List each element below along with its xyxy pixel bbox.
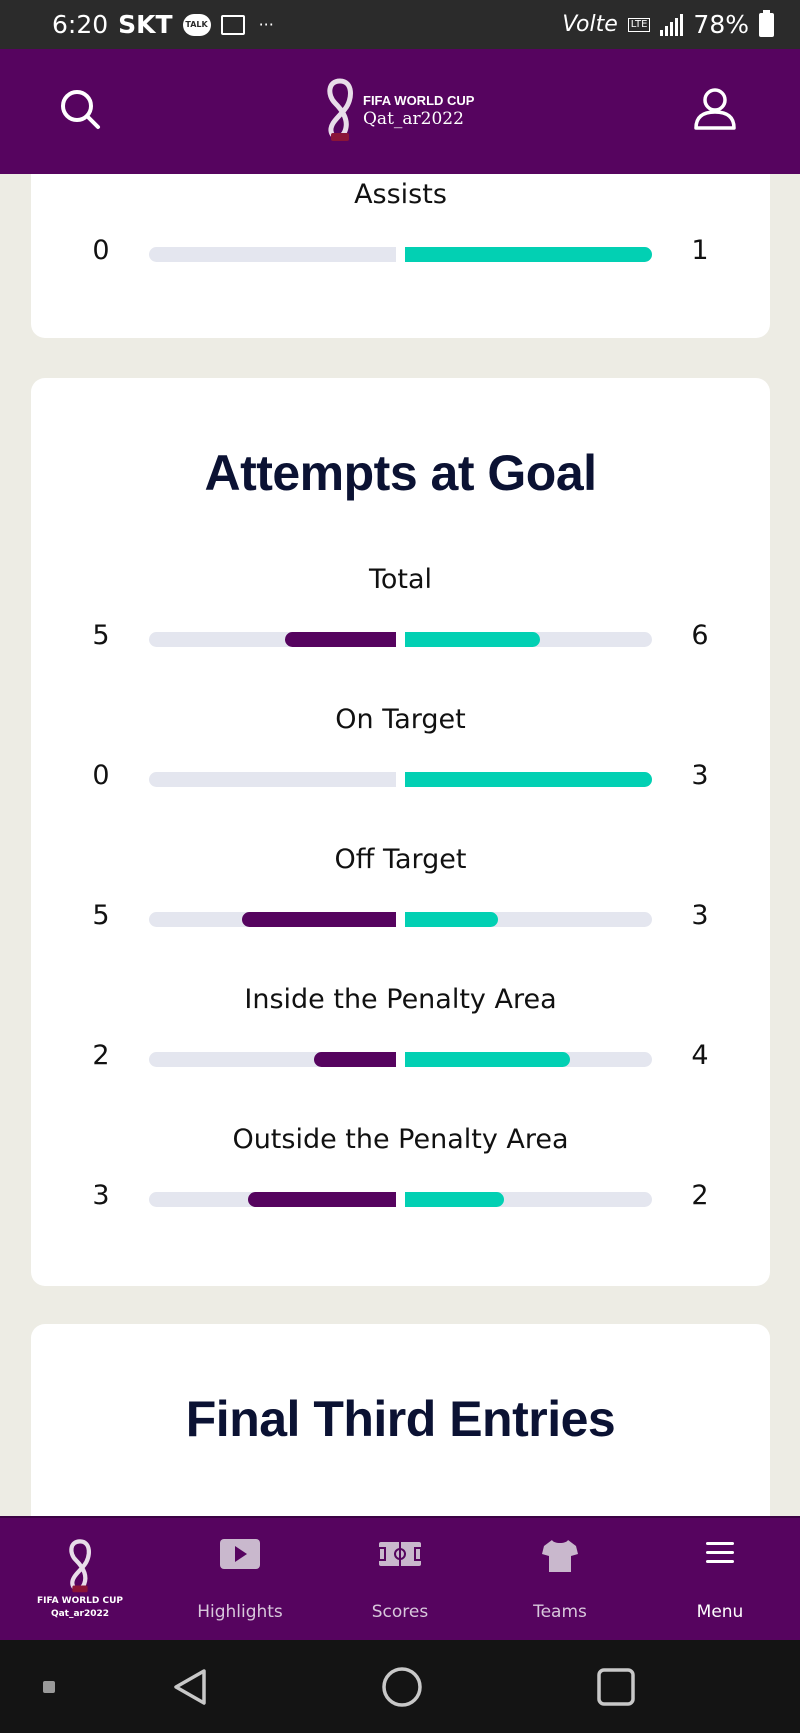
nav-label: Scores: [371, 1602, 429, 1622]
final-third-entries-card: Final Third Entries: [31, 1324, 770, 1516]
nav-scores[interactable]: Scores: [320, 1518, 480, 1640]
stat-home-value: 0: [92, 760, 110, 791]
play-icon: [220, 1539, 260, 1569]
stat-home-track: [149, 772, 396, 787]
stat-label: Assists: [354, 179, 447, 210]
stat-away-bar: [405, 247, 652, 262]
fifa-world-cup-logo[interactable]: FIFA WORLD CUP Qat_ar2022: [323, 77, 474, 143]
stat-label: Outside the Penalty Area: [232, 1124, 569, 1155]
stat-home-bar: [285, 632, 396, 647]
talk-notification-icon: TALK: [182, 13, 211, 36]
search-icon: [61, 90, 100, 129]
shirt-icon: [542, 1540, 578, 1572]
stat-row-outside-penalty-area: Outside the Penalty Area 3 2: [31, 1124, 770, 1234]
stat-away-value: 3: [691, 900, 709, 931]
stat-home-value: 0: [92, 235, 110, 266]
nav-label: Teams: [533, 1602, 587, 1622]
stat-home-track: [149, 247, 396, 262]
nav-logo-line2: Qat_ar2022: [50, 1609, 110, 1619]
trophy-logo-icon: [327, 78, 353, 141]
distribution-card: Assists 0 1: [31, 174, 770, 338]
stat-home-bar: [248, 1192, 396, 1207]
stat-away-bar: [405, 1192, 504, 1207]
card-title: Final Third Entries: [185, 1391, 616, 1447]
stat-label: Off Target: [334, 844, 467, 875]
stat-away-bar: [405, 912, 498, 927]
status-bar: 6:20 SKT TALK ··· Volte LTE 78%: [0, 0, 800, 49]
stat-label: Inside the Penalty Area: [244, 984, 557, 1015]
stat-row-off-target: Off Target 5 3: [31, 844, 770, 954]
hamburger-icon: [706, 1542, 734, 1563]
nav-label: Highlights: [197, 1602, 283, 1622]
stat-home-bar: [314, 1052, 396, 1067]
stat-label: Total: [368, 564, 433, 595]
signal-icon: [660, 13, 684, 36]
stat-away-value: 2: [691, 1180, 709, 1211]
stat-away-value: 3: [691, 760, 709, 791]
stat-row-total: Total 5 6: [31, 564, 770, 674]
stat-label: On Target: [335, 704, 466, 735]
overview-square-icon: [597, 1667, 635, 1706]
stat-home-value: 2: [92, 1040, 110, 1071]
overview-button[interactable]: [586, 1640, 646, 1733]
stat-row-assists: Assists 0 1: [31, 179, 770, 289]
match-stats-content[interactable]: Assists 0 1 Attempts at Goal Total 5 6 O…: [0, 174, 800, 1516]
system-navigation-bar: [0, 1640, 800, 1733]
more-notifications-icon: ···: [258, 15, 274, 34]
stat-away-bar: [405, 1052, 570, 1067]
home-circle-icon: [382, 1666, 422, 1707]
card-title: Attempts at Goal: [204, 445, 597, 501]
stat-home-value: 3: [92, 1180, 110, 1211]
stat-away-value: 4: [691, 1040, 709, 1071]
stat-row-on-target: On Target 0 3: [31, 704, 770, 814]
logo-line1: FIFA WORLD CUP: [363, 93, 475, 108]
stat-away-value: 6: [691, 620, 709, 651]
search-button[interactable]: [50, 79, 110, 139]
stat-home-bar: [242, 912, 396, 927]
status-time: 6:20: [52, 10, 109, 39]
message-notification-icon: [220, 14, 245, 35]
nav-teams[interactable]: Teams: [480, 1518, 640, 1640]
stat-away-value: 1: [691, 235, 709, 266]
stat-row-inside-penalty-area: Inside the Penalty Area 2 4: [31, 984, 770, 1094]
home-button[interactable]: [372, 1640, 432, 1733]
nav-highlights[interactable]: Highlights: [160, 1518, 320, 1640]
back-button[interactable]: [160, 1640, 220, 1733]
nav-label: Menu: [696, 1602, 744, 1622]
square-dot-icon: [43, 1680, 55, 1693]
logo-line2: Qat_ar2022: [363, 109, 464, 129]
profile-button[interactable]: [685, 79, 745, 139]
app-header: FIFA WORLD CUP Qat_ar2022: [0, 49, 800, 174]
volte-indicator: Volte: [562, 12, 618, 37]
user-icon: [694, 88, 736, 130]
recents-dot-button[interactable]: [34, 1640, 64, 1733]
attempts-at-goal-card: Attempts at Goal Total 5 6 On Target 0 3…: [31, 378, 770, 1286]
stat-home-value: 5: [92, 620, 110, 651]
lte-icon: LTE: [627, 17, 651, 32]
pitch-icon: [378, 1542, 422, 1566]
battery-percent: 78%: [693, 10, 749, 39]
nav-menu[interactable]: Menu: [640, 1518, 800, 1640]
back-triangle-icon: [174, 1668, 206, 1705]
trophy-logo-icon: [69, 1539, 91, 1593]
status-carrier: SKT: [118, 10, 173, 39]
stat-home-value: 5: [92, 900, 110, 931]
nav-logo-line1: FIFA WORLD CUP: [36, 1596, 124, 1606]
nav-home[interactable]: FIFA WORLD CUP Qat_ar2022: [0, 1518, 160, 1640]
stat-away-bar: [405, 632, 540, 647]
bottom-navigation: FIFA WORLD CUP Qat_ar2022 Highlights Sco…: [0, 1516, 800, 1640]
battery-icon: [759, 9, 774, 37]
stat-away-bar: [405, 772, 652, 787]
